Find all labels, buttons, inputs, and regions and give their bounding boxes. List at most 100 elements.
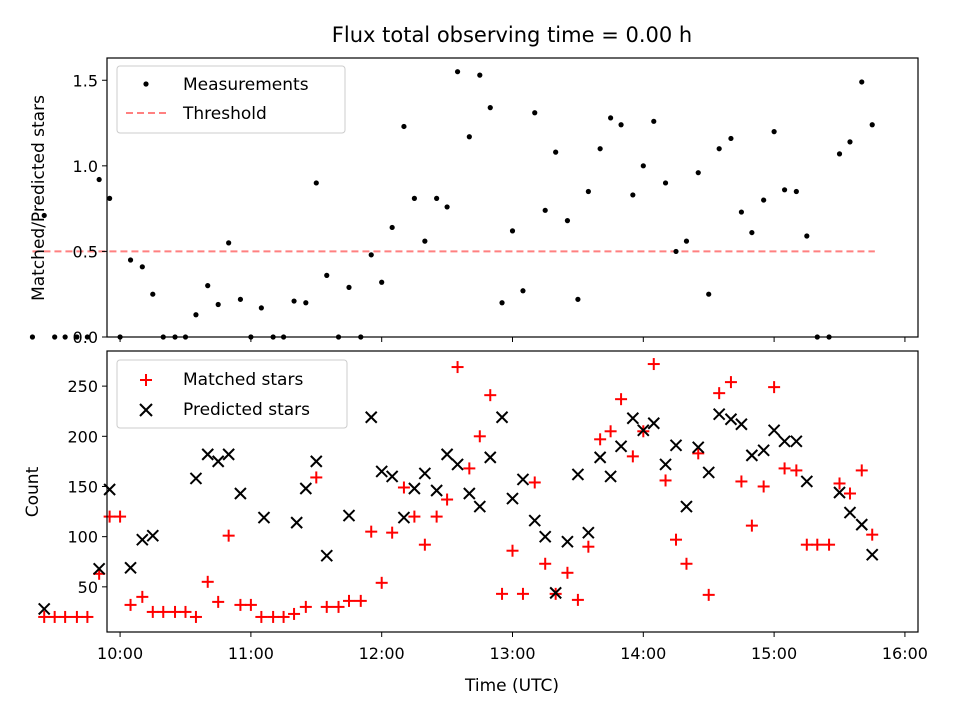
matched-star-point [735, 475, 748, 488]
measurement-point [793, 188, 799, 195]
measurement-point [683, 238, 690, 244]
predicted-star-point [484, 451, 497, 464]
measurement-point [673, 248, 679, 255]
measurement-point [532, 110, 538, 116]
predicted-star-point [833, 486, 846, 499]
predicted-star-point [451, 458, 464, 471]
y-tick-label: 0.0 [73, 328, 98, 347]
count-legend[interactable]: Matched stars Predicted stars [116, 359, 348, 429]
predicted-star-point [561, 535, 574, 548]
measurement-point [564, 218, 571, 224]
y-tick-label: 250 [67, 377, 98, 396]
predicted-star-point [659, 458, 672, 471]
matched-star-point [670, 533, 683, 546]
matched-star-point [38, 610, 51, 623]
measurement-point [487, 105, 493, 111]
matched-star-point [288, 607, 301, 620]
measurement-point [215, 301, 221, 308]
predicted-star-point [724, 413, 738, 426]
predicted-star-point [495, 411, 509, 424]
matched-star-point [342, 594, 355, 607]
predicted-star-point [680, 500, 693, 513]
predicted-star-point [299, 482, 313, 495]
predicted-star-point [528, 514, 541, 527]
x-tick-label: 15:00 [751, 644, 797, 663]
predicted-star-point [866, 548, 879, 561]
predicted-star-point [735, 418, 748, 431]
matched-star-point [539, 557, 552, 570]
matched-star-point [169, 605, 182, 618]
measurement-point [74, 334, 80, 340]
predicted-star-point [692, 441, 705, 454]
matched-star-point [310, 471, 323, 484]
matched-legend-label: Matched stars [183, 370, 303, 390]
matched-star-point [778, 462, 791, 475]
matched-star-point [768, 381, 781, 394]
predicted-star-point [745, 449, 759, 462]
matched-star-point [48, 610, 61, 623]
measurement-point [520, 288, 526, 294]
predicted-star-point [397, 511, 411, 524]
measurement-point [444, 204, 450, 210]
predicted-star-point [320, 549, 333, 562]
matched-star-point [386, 526, 399, 539]
measurement-point [859, 79, 865, 85]
matched-star-point [496, 587, 509, 600]
matched-star-point [267, 610, 280, 623]
measurement-point [716, 146, 722, 152]
matched-star-point [124, 598, 137, 611]
measurement-point [771, 129, 777, 135]
measurement-point [781, 187, 788, 193]
measurement-point [618, 122, 624, 128]
count-axis-ticks: 10:00 11:00 12:00 13:00 14:00 15:00 16:00 50 100… [67, 377, 928, 663]
measurement-point [695, 170, 701, 176]
predicted-star-point [604, 470, 617, 483]
y-tick-label: 1.0 [73, 157, 98, 176]
measurement-point [226, 240, 232, 246]
measurement-point [313, 180, 319, 186]
matched-star-point [70, 610, 83, 623]
ratio-legend[interactable]: Measurements Threshold [116, 65, 346, 134]
predicted-star-point [712, 408, 726, 421]
count-legend-box [116, 359, 348, 429]
x-axis-label: Time (UTC) [464, 676, 559, 696]
matched-star-point [81, 610, 94, 623]
measurement-point [379, 279, 385, 285]
matched-legend-marker [140, 374, 152, 386]
measurement-point [662, 180, 669, 186]
matched-star-point [179, 605, 192, 618]
measurement-point [553, 149, 559, 155]
matched-star-point [594, 433, 607, 446]
measurement-point [258, 305, 264, 311]
matched-star-point [615, 393, 628, 406]
measurement-point [608, 115, 614, 121]
matched-star-point [397, 481, 410, 494]
matched-star-point [332, 600, 345, 613]
matched-star-point [528, 476, 541, 489]
predicted-star-point [310, 455, 323, 468]
matched-star-point [604, 425, 617, 438]
predicted-legend-marker [139, 403, 153, 417]
measurement-point [597, 146, 603, 152]
predicted-star-point [375, 465, 388, 478]
predicted-star-point [463, 487, 476, 500]
predicted-star-point [790, 435, 803, 448]
matched-star-point [843, 487, 856, 500]
predicted-star-point [549, 586, 562, 600]
x-tick-label: 10:00 [97, 644, 143, 663]
predicted-star-point [757, 444, 770, 457]
matched-star-point [626, 450, 639, 463]
measurement-point [324, 272, 330, 278]
matched-star-point [561, 566, 574, 579]
matched-star-point [408, 510, 421, 523]
predicted-star-point [136, 533, 149, 546]
measurement-point [466, 134, 472, 140]
predicted-star-point [855, 518, 868, 531]
measurement-point [193, 312, 199, 318]
predicted-star-point [582, 526, 595, 539]
predicted-star-point [669, 439, 683, 452]
predicted-star-point [290, 516, 303, 529]
matched-star-point [441, 493, 454, 506]
threshold-legend-label: Threshold [182, 104, 267, 124]
matched-star-point [506, 544, 519, 557]
